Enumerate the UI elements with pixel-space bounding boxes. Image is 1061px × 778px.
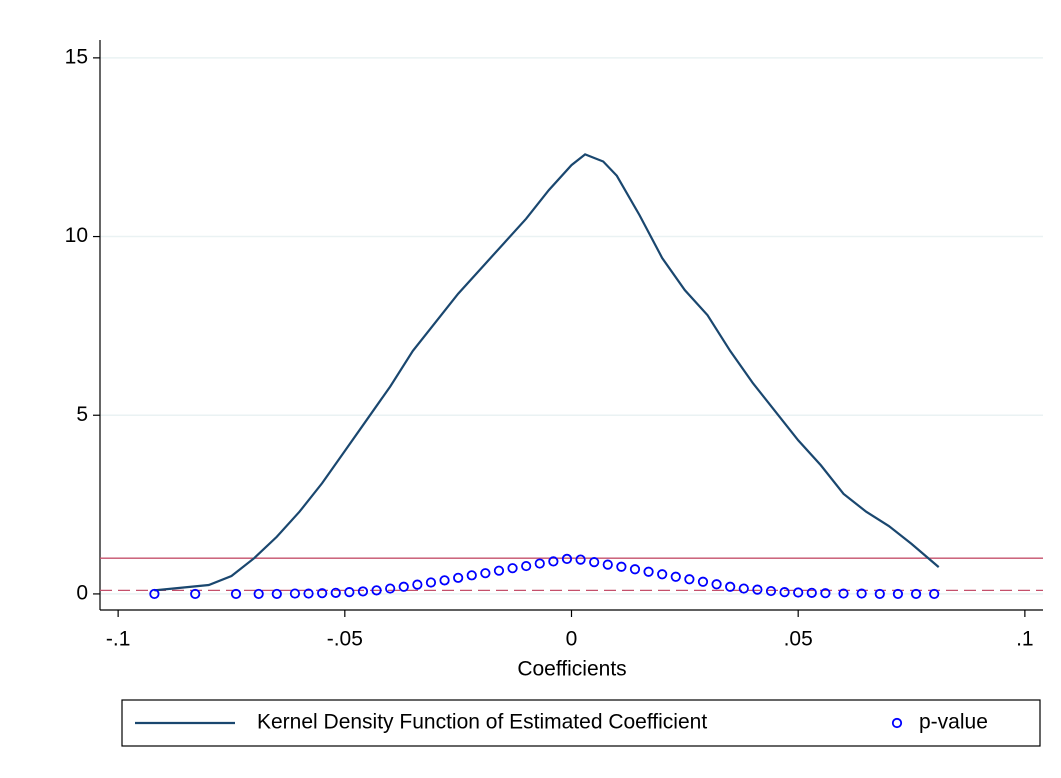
scatter-point bbox=[806, 587, 817, 598]
scatter-point bbox=[534, 558, 545, 569]
density-line bbox=[154, 153, 940, 592]
scatter-point bbox=[521, 560, 532, 572]
scatter-point bbox=[561, 553, 573, 564]
scatter-point bbox=[317, 588, 328, 599]
scatter-point bbox=[289, 588, 301, 599]
scatter-point bbox=[779, 587, 790, 598]
scatter-point bbox=[253, 588, 264, 600]
scatter-point bbox=[670, 571, 681, 582]
scatter-point bbox=[892, 588, 904, 600]
scatter-point bbox=[643, 566, 654, 577]
scatter-point bbox=[271, 588, 282, 600]
scatter-point bbox=[425, 577, 437, 588]
x-tick-label: -.05 bbox=[327, 628, 363, 651]
legend-label: p-value bbox=[919, 711, 988, 734]
x-tick-label: .1 bbox=[1016, 628, 1034, 651]
scatter-point bbox=[493, 565, 505, 576]
scatter-point bbox=[738, 583, 749, 594]
scatter-point bbox=[657, 569, 668, 580]
scatter-point bbox=[838, 588, 849, 599]
scatter-point bbox=[711, 579, 722, 590]
scatter-point bbox=[230, 588, 242, 600]
scatter-point bbox=[589, 557, 600, 568]
scatter-point bbox=[330, 587, 341, 598]
scatter-point bbox=[357, 586, 369, 597]
scatter-point bbox=[371, 585, 382, 596]
scatter-point bbox=[575, 554, 586, 565]
scatter-point bbox=[303, 588, 314, 599]
scatter-point bbox=[725, 581, 736, 592]
scatter-point bbox=[793, 587, 804, 598]
scatter-point bbox=[149, 588, 160, 600]
scatter-point bbox=[412, 579, 423, 590]
scatter-point bbox=[910, 588, 922, 600]
x-tick-label: .05 bbox=[784, 628, 813, 651]
scatter-point bbox=[616, 561, 627, 572]
scatter-point bbox=[507, 563, 518, 574]
legend-box bbox=[121, 699, 1041, 747]
y-tick-label: 15 bbox=[65, 45, 88, 68]
legend-marker bbox=[891, 717, 903, 729]
scatter-point bbox=[602, 559, 613, 570]
scatter-point bbox=[466, 570, 477, 581]
y-tick-label: 5 bbox=[76, 403, 88, 426]
y-tick-label: 10 bbox=[65, 224, 88, 247]
y-tick-label: 0 bbox=[76, 581, 88, 604]
x-tick-label: 0 bbox=[566, 628, 578, 651]
scatter-point bbox=[385, 583, 396, 594]
scatter-point bbox=[190, 588, 201, 600]
scatter-point bbox=[929, 588, 940, 600]
scatter-point bbox=[629, 564, 641, 575]
x-axis-title: Coefficients bbox=[517, 658, 626, 681]
x-tick-label: -.1 bbox=[106, 628, 131, 651]
scatter-point bbox=[684, 574, 695, 585]
scatter-point bbox=[398, 581, 409, 592]
scatter-point bbox=[856, 588, 867, 599]
scatter-point bbox=[344, 587, 355, 598]
scatter-point bbox=[453, 572, 464, 583]
legend-label: Kernel Density Function of Estimated Coe… bbox=[257, 711, 707, 734]
scatter-point bbox=[820, 588, 831, 599]
scatter-point bbox=[480, 568, 491, 579]
scatter-point bbox=[752, 584, 763, 595]
scatter-point bbox=[874, 588, 885, 600]
scatter-point bbox=[697, 576, 709, 587]
scatter-point bbox=[548, 556, 559, 567]
scatter-point bbox=[765, 585, 777, 597]
scatter-point bbox=[439, 575, 450, 586]
